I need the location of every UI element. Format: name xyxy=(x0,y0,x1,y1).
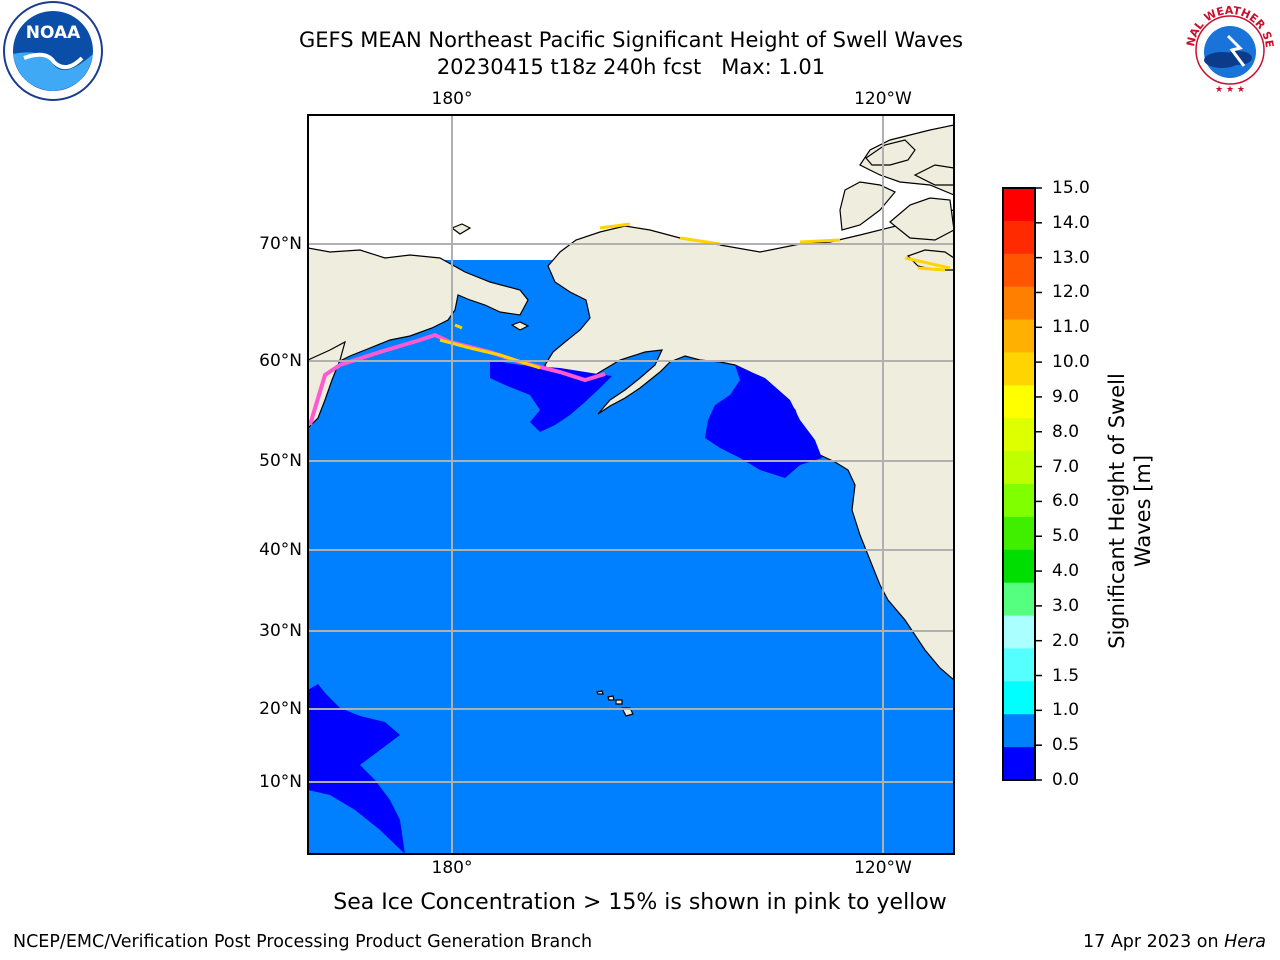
lat-label-10n: 10°N xyxy=(259,772,302,792)
arctic-no-data xyxy=(308,115,954,260)
colorbar-cell xyxy=(1003,747,1035,781)
colorbar-tick-label: 6.0 xyxy=(1052,491,1080,512)
lon-label-bottom-120w: 120°W xyxy=(854,858,912,878)
colorbar-cell xyxy=(1003,253,1035,288)
colorbar-cell xyxy=(1003,681,1035,715)
colorbar-tick-label: 9.0 xyxy=(1052,386,1080,407)
grid-lines xyxy=(308,115,954,854)
colorbar-title-line2: Waves [m] xyxy=(1131,454,1155,568)
colorbar-tick-label: 8.0 xyxy=(1052,421,1080,442)
colorbar-cell xyxy=(1003,418,1035,452)
svg-text:★ ★ ★: ★ ★ ★ xyxy=(1215,85,1245,95)
colorbar-cell xyxy=(1003,319,1035,353)
colorbar-tick-label: 13.0 xyxy=(1052,247,1090,268)
colorbar-tick-label: 11.0 xyxy=(1052,317,1090,338)
lon-label-top-120w: 120°W xyxy=(854,89,912,109)
low-swell-gulf-alaska xyxy=(705,365,822,478)
colorbar-cell xyxy=(1003,352,1035,386)
lon-label-bottom-180: 180° xyxy=(431,858,473,878)
colorbar-cell xyxy=(1003,648,1035,682)
colorbar-tick-label: 0.5 xyxy=(1052,735,1080,756)
lat-label-40n: 40°N xyxy=(259,540,302,560)
lat-label-30n: 30°N xyxy=(259,621,302,641)
colorbar-cell xyxy=(1003,516,1035,551)
footer-machine: Hera xyxy=(1224,932,1266,952)
low-swell-tropics xyxy=(308,684,405,854)
noaa-logo-text: NOAA xyxy=(26,23,81,43)
colorbar-title-line1: Significant Height of Swell xyxy=(1105,373,1129,649)
arctic-island-4 xyxy=(913,164,954,186)
colorbar-cell xyxy=(1003,484,1035,518)
noaa-logo: NOAA xyxy=(3,1,103,101)
colorbar-tick-label: 12.0 xyxy=(1052,282,1090,303)
colorbar-cell xyxy=(1003,582,1035,617)
colorbar-tick-label: 3.0 xyxy=(1052,595,1080,616)
colorbar-tick-label: 1.0 xyxy=(1052,700,1080,721)
footer-branch: NCEP/EMC/Verification Post Processing Pr… xyxy=(13,932,593,952)
colorbar-tick-label: 1.5 xyxy=(1052,665,1080,686)
colorbar-tick-label: 15.0 xyxy=(1052,178,1090,198)
colorbar-cell xyxy=(1003,714,1035,748)
st-lawrence-island xyxy=(450,223,472,235)
nws-logo: NATIONAL WEATHER SERVICE ★ ★ ★ xyxy=(1180,0,1276,95)
colorbar-cell xyxy=(1003,549,1035,584)
chart-title: GEFS MEAN Northeast Pacific Significant … xyxy=(298,28,964,52)
colorbar-cell xyxy=(1003,286,1035,321)
sea-ice-edge-pink xyxy=(308,332,606,426)
lat-label-50n: 50°N xyxy=(259,451,302,471)
colorbar-tick-label: 2.0 xyxy=(1052,630,1080,651)
colorbar xyxy=(1002,187,1042,781)
arctic-island-3 xyxy=(889,197,954,241)
chart-subtitle: 20230415 t18z 240h fcst Max: 1.01 xyxy=(436,55,826,79)
colorbar-tick-label: 4.0 xyxy=(1052,561,1080,582)
colorbar-frame xyxy=(1002,187,1036,781)
colorbar-tick-label: 0.0 xyxy=(1052,770,1080,790)
colorbar-cell xyxy=(1003,385,1035,419)
lat-label-20n: 20°N xyxy=(259,699,302,719)
bering-island xyxy=(510,321,530,331)
colorbar-cell xyxy=(1003,615,1035,649)
lat-label-70n: 70°N xyxy=(259,234,302,254)
sea-ice-note: Sea Ice Concentration > 15% is shown in … xyxy=(333,890,947,915)
arctic-island-2 xyxy=(839,181,896,231)
lon-label-top-180: 180° xyxy=(431,89,473,109)
colorbar-cell xyxy=(1003,220,1035,255)
arctic-island-1 xyxy=(865,139,916,166)
lat-label-60n: 60°N xyxy=(259,351,302,371)
colorbar-title: Significant Height of Swell Waves [m] xyxy=(1104,311,1156,711)
map-frame xyxy=(307,114,955,855)
colorbar-tick-label: 14.0 xyxy=(1052,212,1090,233)
colorbar-cell xyxy=(1003,188,1035,222)
footer-date-text: 17 Apr 2023 on xyxy=(1083,932,1225,952)
footer-date: 17 Apr 2023 on Hera xyxy=(1083,932,1266,952)
sea-ice-edge-yellow xyxy=(439,222,951,370)
colorbar-tick-label: 10.0 xyxy=(1052,352,1090,373)
colorbar-tick-label: 5.0 xyxy=(1052,526,1080,547)
colorbar-tick-label: 7.0 xyxy=(1052,456,1080,477)
colorbar-cell xyxy=(1003,451,1035,485)
